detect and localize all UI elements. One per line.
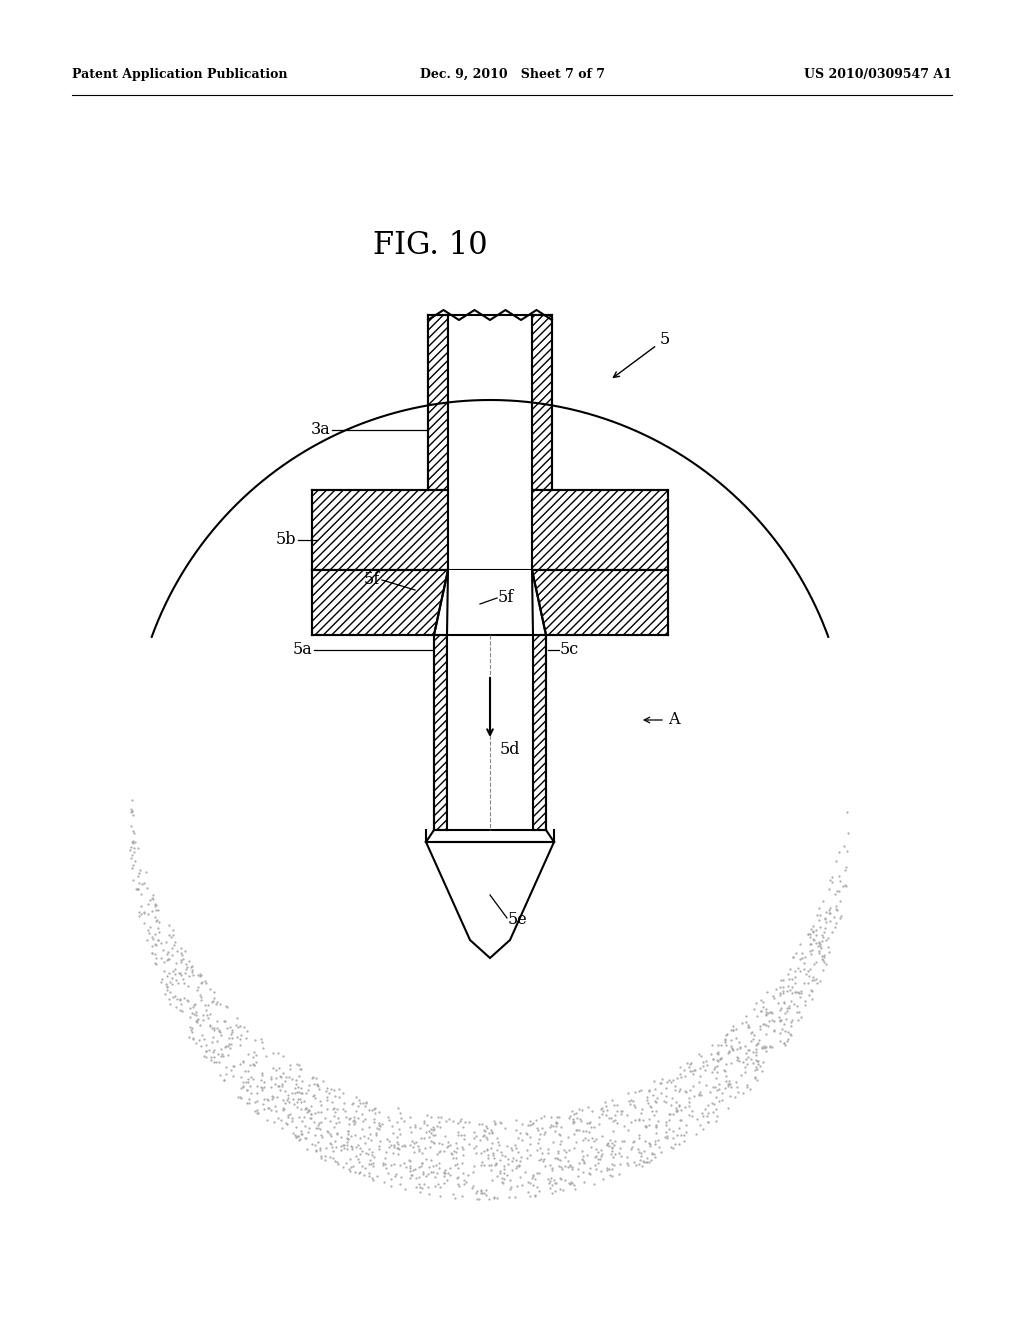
Text: 5a: 5a [292, 642, 312, 659]
Polygon shape [532, 315, 552, 490]
Text: 5c: 5c [560, 642, 580, 659]
Polygon shape [532, 490, 668, 570]
Text: 3a: 3a [310, 421, 330, 438]
Text: 5e: 5e [508, 912, 527, 928]
Polygon shape [434, 635, 447, 830]
Polygon shape [447, 570, 534, 635]
Text: Patent Application Publication: Patent Application Publication [72, 69, 288, 81]
Polygon shape [312, 570, 449, 635]
Polygon shape [532, 570, 668, 635]
Text: FIG. 10: FIG. 10 [373, 230, 487, 261]
Text: A: A [668, 711, 680, 729]
Polygon shape [312, 490, 449, 570]
Text: 5b: 5b [275, 532, 296, 549]
Text: 5f: 5f [498, 590, 514, 606]
Text: 5: 5 [660, 331, 671, 348]
Polygon shape [447, 635, 534, 830]
Text: US 2010/0309547 A1: US 2010/0309547 A1 [804, 69, 952, 81]
Polygon shape [426, 842, 554, 958]
Polygon shape [449, 315, 532, 490]
Text: Dec. 9, 2010   Sheet 7 of 7: Dec. 9, 2010 Sheet 7 of 7 [420, 69, 604, 81]
Text: 5d: 5d [500, 742, 520, 759]
Polygon shape [449, 490, 532, 570]
Text: 5f: 5f [364, 572, 380, 589]
Polygon shape [428, 315, 449, 490]
Polygon shape [534, 635, 546, 830]
